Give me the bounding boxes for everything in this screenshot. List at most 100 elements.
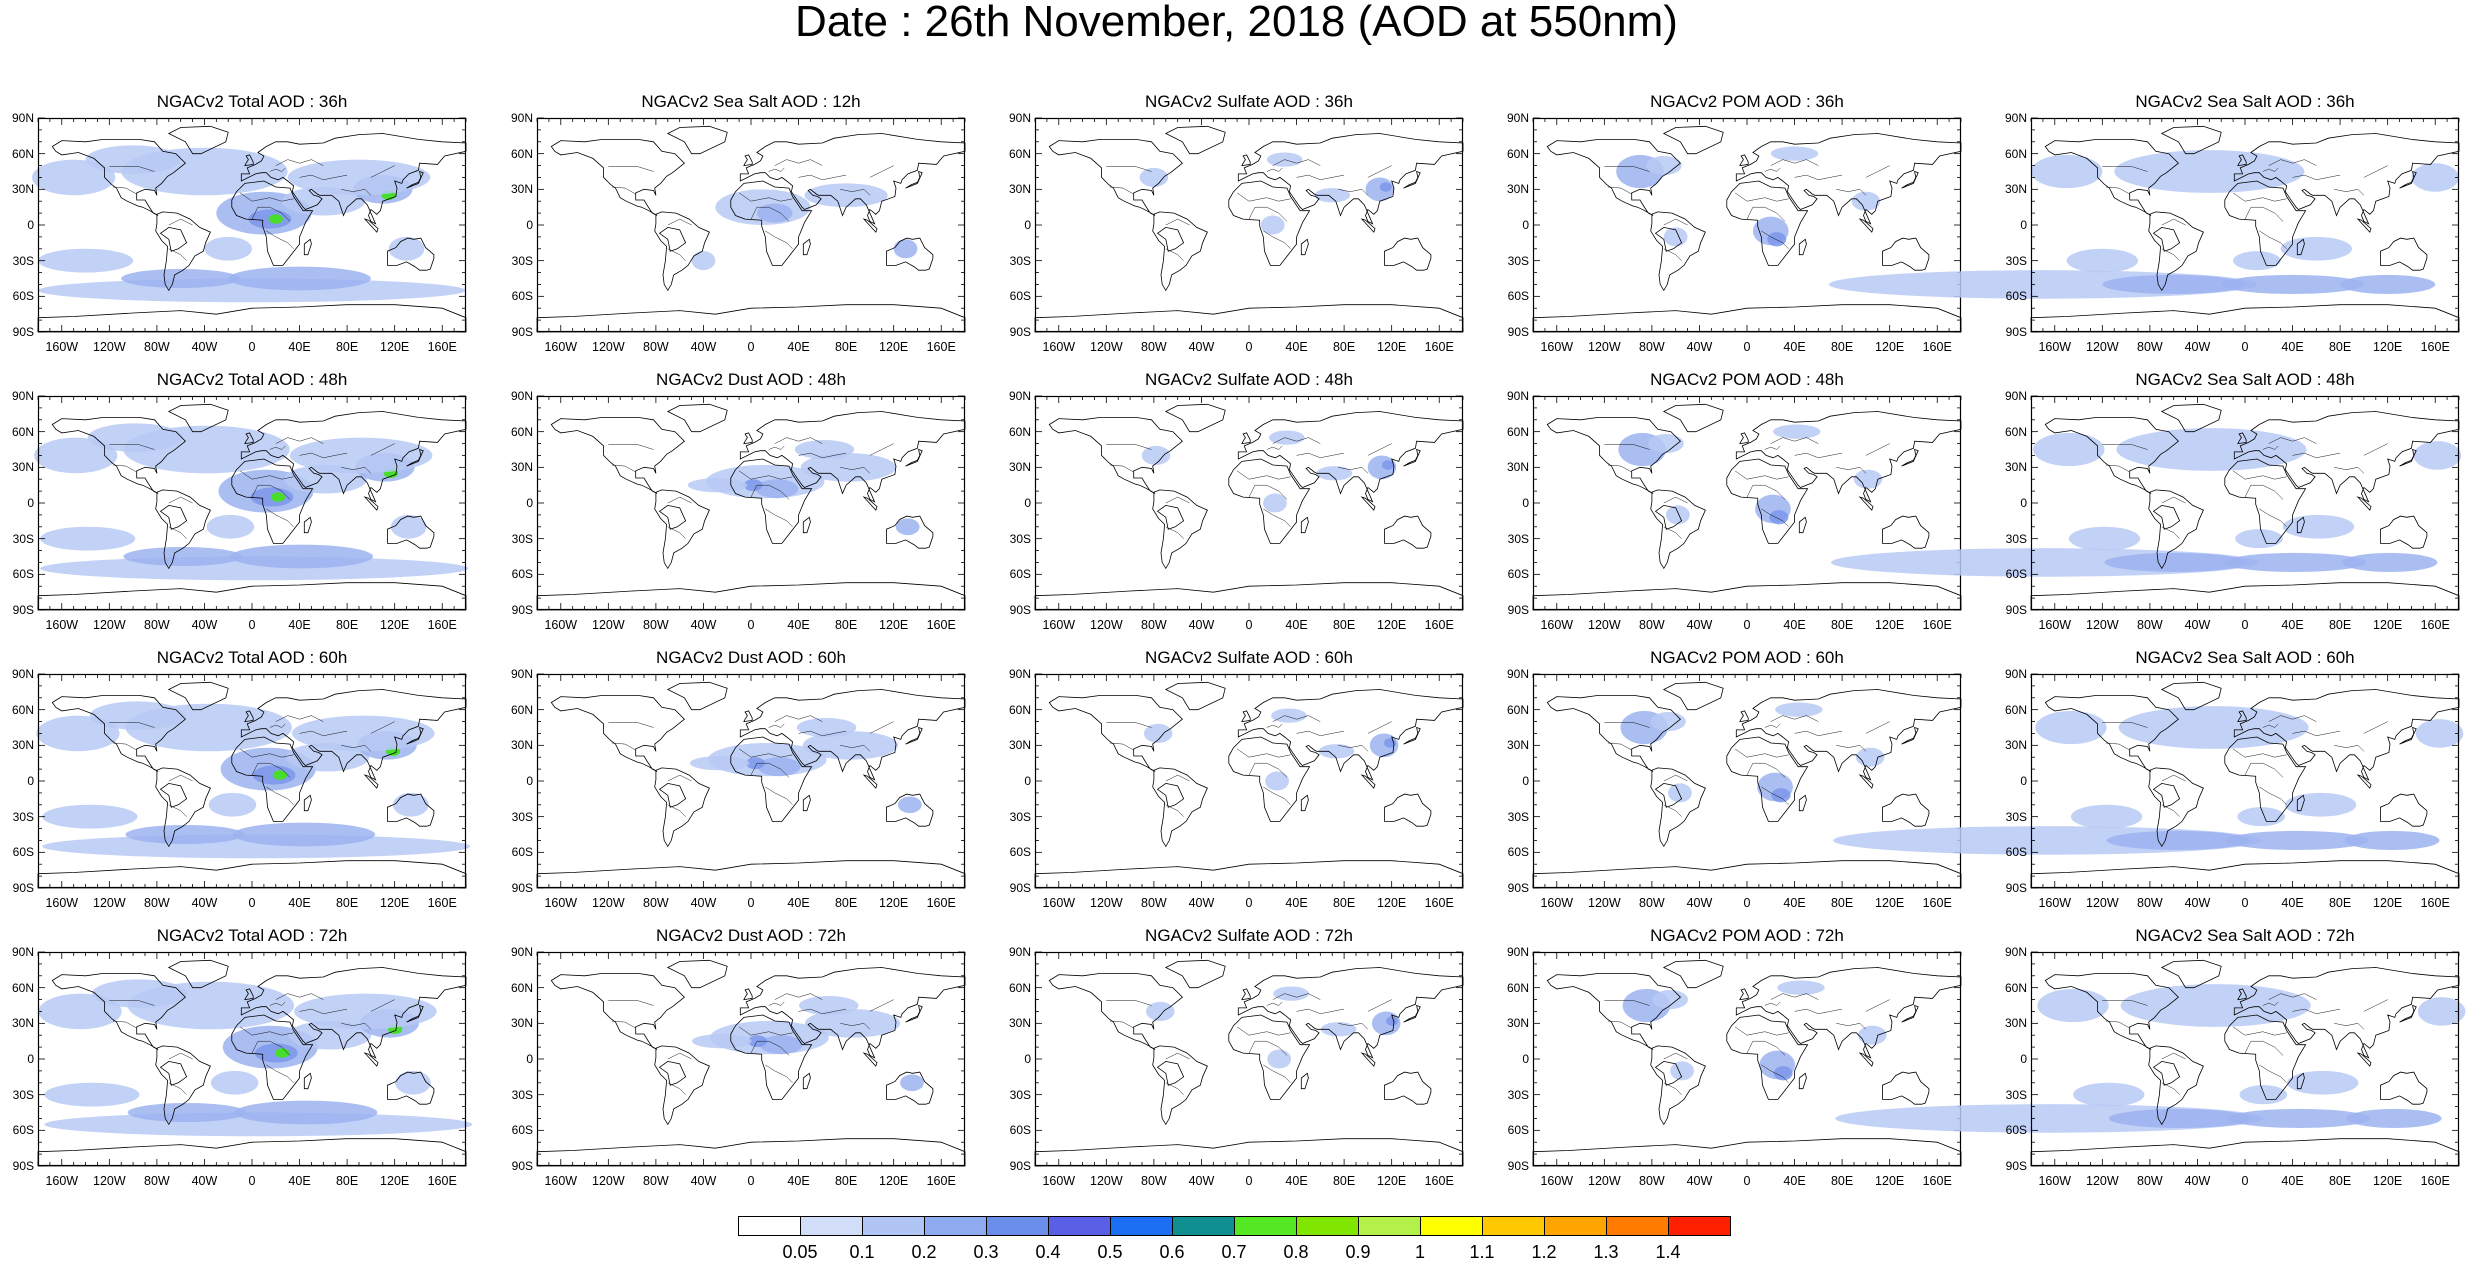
- country-border: [168, 774, 193, 782]
- map-panel: [1532, 951, 1962, 1167]
- aod-region: [2342, 552, 2438, 572]
- aod-region: [38, 993, 122, 1030]
- lon-tick-label: 80E: [1830, 896, 1854, 910]
- lon-tick-label: 40W: [1188, 1174, 1215, 1188]
- panel-title: NGACv2 Dust AOD : 72h: [656, 926, 846, 945]
- lon-tick-label: 160E: [926, 340, 956, 354]
- lat-tick-label: 90S: [12, 881, 34, 895]
- country-border: [1604, 722, 1650, 728]
- coastline: [231, 1014, 314, 1100]
- lon-tick-label: 0: [1245, 340, 1253, 354]
- lon-tick-label: 120W: [592, 340, 625, 354]
- map-frame: [2030, 117, 2460, 333]
- country-border: [168, 1082, 187, 1095]
- country-border: [1272, 993, 1321, 1000]
- coastline: [167, 403, 229, 433]
- colorbar-label: 0.8: [1283, 1242, 1309, 1262]
- country-border: [275, 993, 324, 1000]
- coastline: [2233, 133, 2460, 225]
- country-border: [1263, 230, 1291, 249]
- country-border: [667, 526, 686, 539]
- aod-region: [897, 796, 922, 814]
- lon-tick-label: 160E: [427, 1174, 457, 1188]
- lon-tick-label: 80E: [335, 618, 359, 632]
- coastline: [905, 726, 923, 745]
- coastline: [1241, 988, 1251, 1001]
- lon-tick-label: 160W: [1540, 896, 1574, 910]
- aod-region: [1670, 1061, 1694, 1081]
- country-border: [1338, 467, 1369, 474]
- country-border: [840, 467, 871, 474]
- country-border: [2161, 218, 2186, 226]
- coastlines: [1034, 125, 1464, 333]
- country-border: [2262, 723, 2279, 728]
- lon-tick-label: 160E: [1424, 618, 1454, 632]
- lon-tick-label: 120E: [2373, 1174, 2403, 1188]
- aod-region: [270, 492, 286, 502]
- coastline: [2380, 1071, 2428, 1105]
- aod-region: [1143, 723, 1173, 743]
- lat-tick-label: 90N: [1506, 945, 1529, 959]
- coastline: [387, 793, 435, 827]
- lon-tick-label: 40E: [1285, 896, 1308, 910]
- aod-field: [1616, 146, 1881, 247]
- figure-title: Date : 26th November, 2018 (AOD at 550nm…: [795, 0, 1678, 46]
- lat-tick-label: 90N: [11, 111, 34, 125]
- lon-tick-label: 40E: [288, 618, 311, 632]
- coastlines: [37, 403, 467, 611]
- coastline: [167, 681, 229, 711]
- coastline: [2044, 139, 2179, 216]
- coastline: [303, 516, 312, 534]
- aod-region: [2070, 804, 2143, 829]
- lat-tick-label: 60N: [2004, 146, 2027, 161]
- lon-tick-label: 120E: [1377, 1174, 1407, 1188]
- country-border: [667, 1082, 686, 1095]
- coastline: [1858, 1052, 1874, 1067]
- coastline: [886, 1071, 934, 1105]
- country-border: [168, 496, 193, 504]
- lon-tick-label: 120W: [1588, 896, 1621, 910]
- coastline: [2160, 125, 2222, 155]
- lat-tick-label: 90N: [510, 667, 533, 681]
- lon-tick-label: 120W: [1588, 618, 1621, 632]
- lat-tick-label: 30N: [1008, 1016, 1031, 1031]
- lon-tick-label: 40W: [2184, 896, 2211, 910]
- country-border: [1734, 748, 1789, 758]
- tick-marks: [37, 673, 467, 889]
- coastline: [730, 458, 813, 544]
- aod-region: [36, 715, 120, 752]
- lon-tick-label: 40W: [191, 1174, 218, 1188]
- lat-tick-label: 90N: [1008, 667, 1031, 681]
- coastline: [2044, 973, 2179, 1050]
- coastline: [739, 133, 966, 225]
- country-border: [112, 1020, 137, 1029]
- aod-field: [38, 979, 473, 1137]
- lon-tick-label: 80W: [1141, 1174, 1167, 1188]
- lat-tick-label: 30N: [2004, 182, 2027, 197]
- coastlines: [536, 403, 966, 611]
- lon-tick-label: 40E: [1285, 1174, 1308, 1188]
- lon-tick-label: 0: [248, 340, 256, 354]
- colorbar-label: 0.9: [1345, 1242, 1371, 1262]
- lat-tick-label: 90N: [510, 111, 533, 125]
- map-panel: [1532, 673, 1962, 889]
- lon-tick-label: 120E: [1875, 340, 1905, 354]
- lat-tick-label: 90S: [12, 1159, 34, 1173]
- lon-tick-label: 120W: [1090, 896, 1123, 910]
- aod-region: [2104, 552, 2248, 572]
- lat-tick-label: 30N: [11, 738, 34, 753]
- aod-region: [2116, 428, 2307, 471]
- country-border: [750, 484, 790, 500]
- lon-tick-label: 80E: [1332, 340, 1356, 354]
- lon-tick-label: 40W: [690, 340, 717, 354]
- lon-tick-label: 160E: [1922, 1174, 1952, 1188]
- tick-marks: [2030, 951, 2460, 1167]
- coastlines: [1532, 681, 1962, 889]
- coastline: [2356, 774, 2372, 789]
- coastline: [2399, 726, 2417, 745]
- aod-region: [1645, 156, 1682, 176]
- map-frame: [2030, 673, 2460, 889]
- coastline: [1241, 432, 1251, 445]
- coastline: [2237, 154, 2247, 167]
- map-frame: [1532, 951, 1962, 1167]
